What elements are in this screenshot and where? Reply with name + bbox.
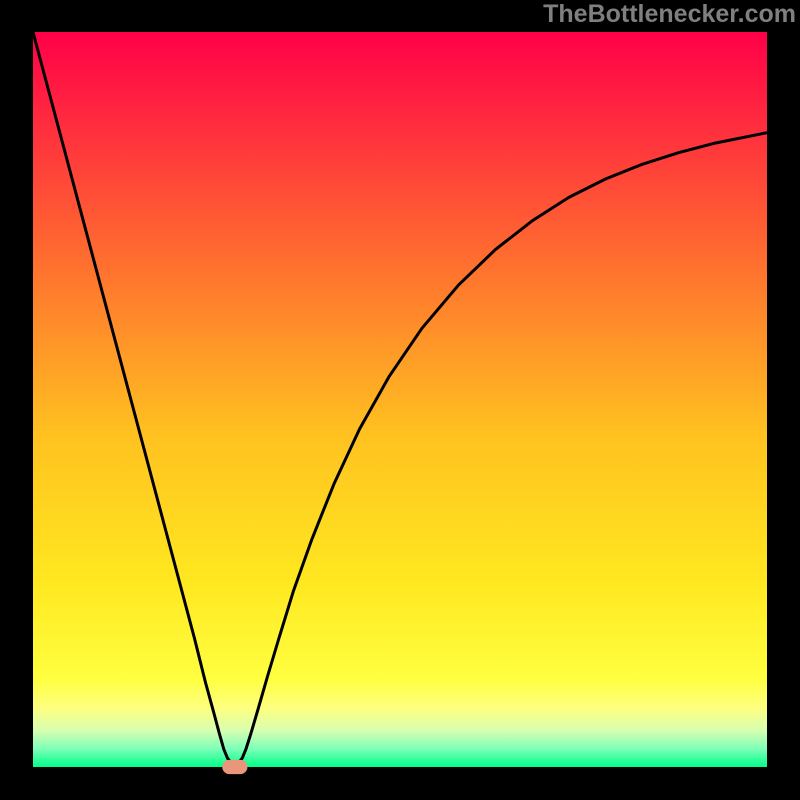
bottleneck-chart [0,0,800,800]
chart-container: TheBottlenecker.com [0,0,800,800]
minimum-marker [223,760,247,773]
watermark-text: TheBottlenecker.com [543,0,796,29]
chart-plot-background [33,32,767,767]
